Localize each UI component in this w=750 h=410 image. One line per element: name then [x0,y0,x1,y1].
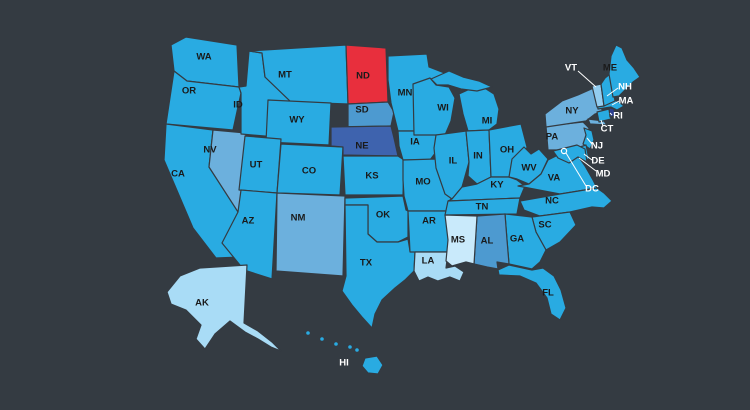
state-la[interactable] [413,251,465,282]
state-me[interactable] [608,44,641,98]
state-hi-island[interactable] [305,330,311,336]
state-shapes-layer [163,36,641,375]
state-hi-island[interactable] [354,347,360,353]
state-hi-island[interactable] [333,341,339,347]
state-label-vt: VT [565,63,577,74]
state-ms[interactable] [444,214,478,267]
leader-line-ri [609,112,613,116]
state-mi[interactable] [458,86,500,132]
leader-lines-layer [565,70,620,187]
leader-line-ma [611,100,620,106]
state-mi[interactable] [430,70,493,92]
state-nd[interactable] [345,44,389,105]
state-wy[interactable] [265,99,332,146]
state-label-de: DE [591,156,604,167]
state-ct[interactable] [596,108,612,123]
state-tx[interactable] [341,204,416,329]
state-hi-island[interactable] [319,336,325,342]
leader-line-dc [565,152,587,187]
state-al[interactable] [473,213,510,270]
state-ut[interactable] [238,135,282,194]
leader-line-nj [586,137,593,145]
state-sd[interactable] [347,101,395,128]
state-fl[interactable] [497,264,567,321]
state-label-hi: HI [339,358,349,369]
state-ri[interactable] [608,107,616,118]
state-hi[interactable] [361,355,384,375]
leader-line-md [578,157,597,172]
state-hi-island[interactable] [347,344,353,350]
state-label-md: MD [596,169,611,180]
leader-line-nh [606,87,619,97]
leader-line-ct [600,119,604,127]
state-tn[interactable] [444,197,521,216]
state-nc[interactable] [519,187,613,217]
leader-line-vt [577,70,597,88]
state-ak[interactable] [166,264,282,352]
state-in[interactable] [465,129,492,185]
dc-marker-icon[interactable] [560,147,568,155]
leader-line-de [583,153,593,161]
state-wi[interactable] [412,77,456,136]
state-co[interactable] [276,143,344,196]
state-ks[interactable] [342,155,405,196]
state-nm[interactable] [275,192,346,277]
